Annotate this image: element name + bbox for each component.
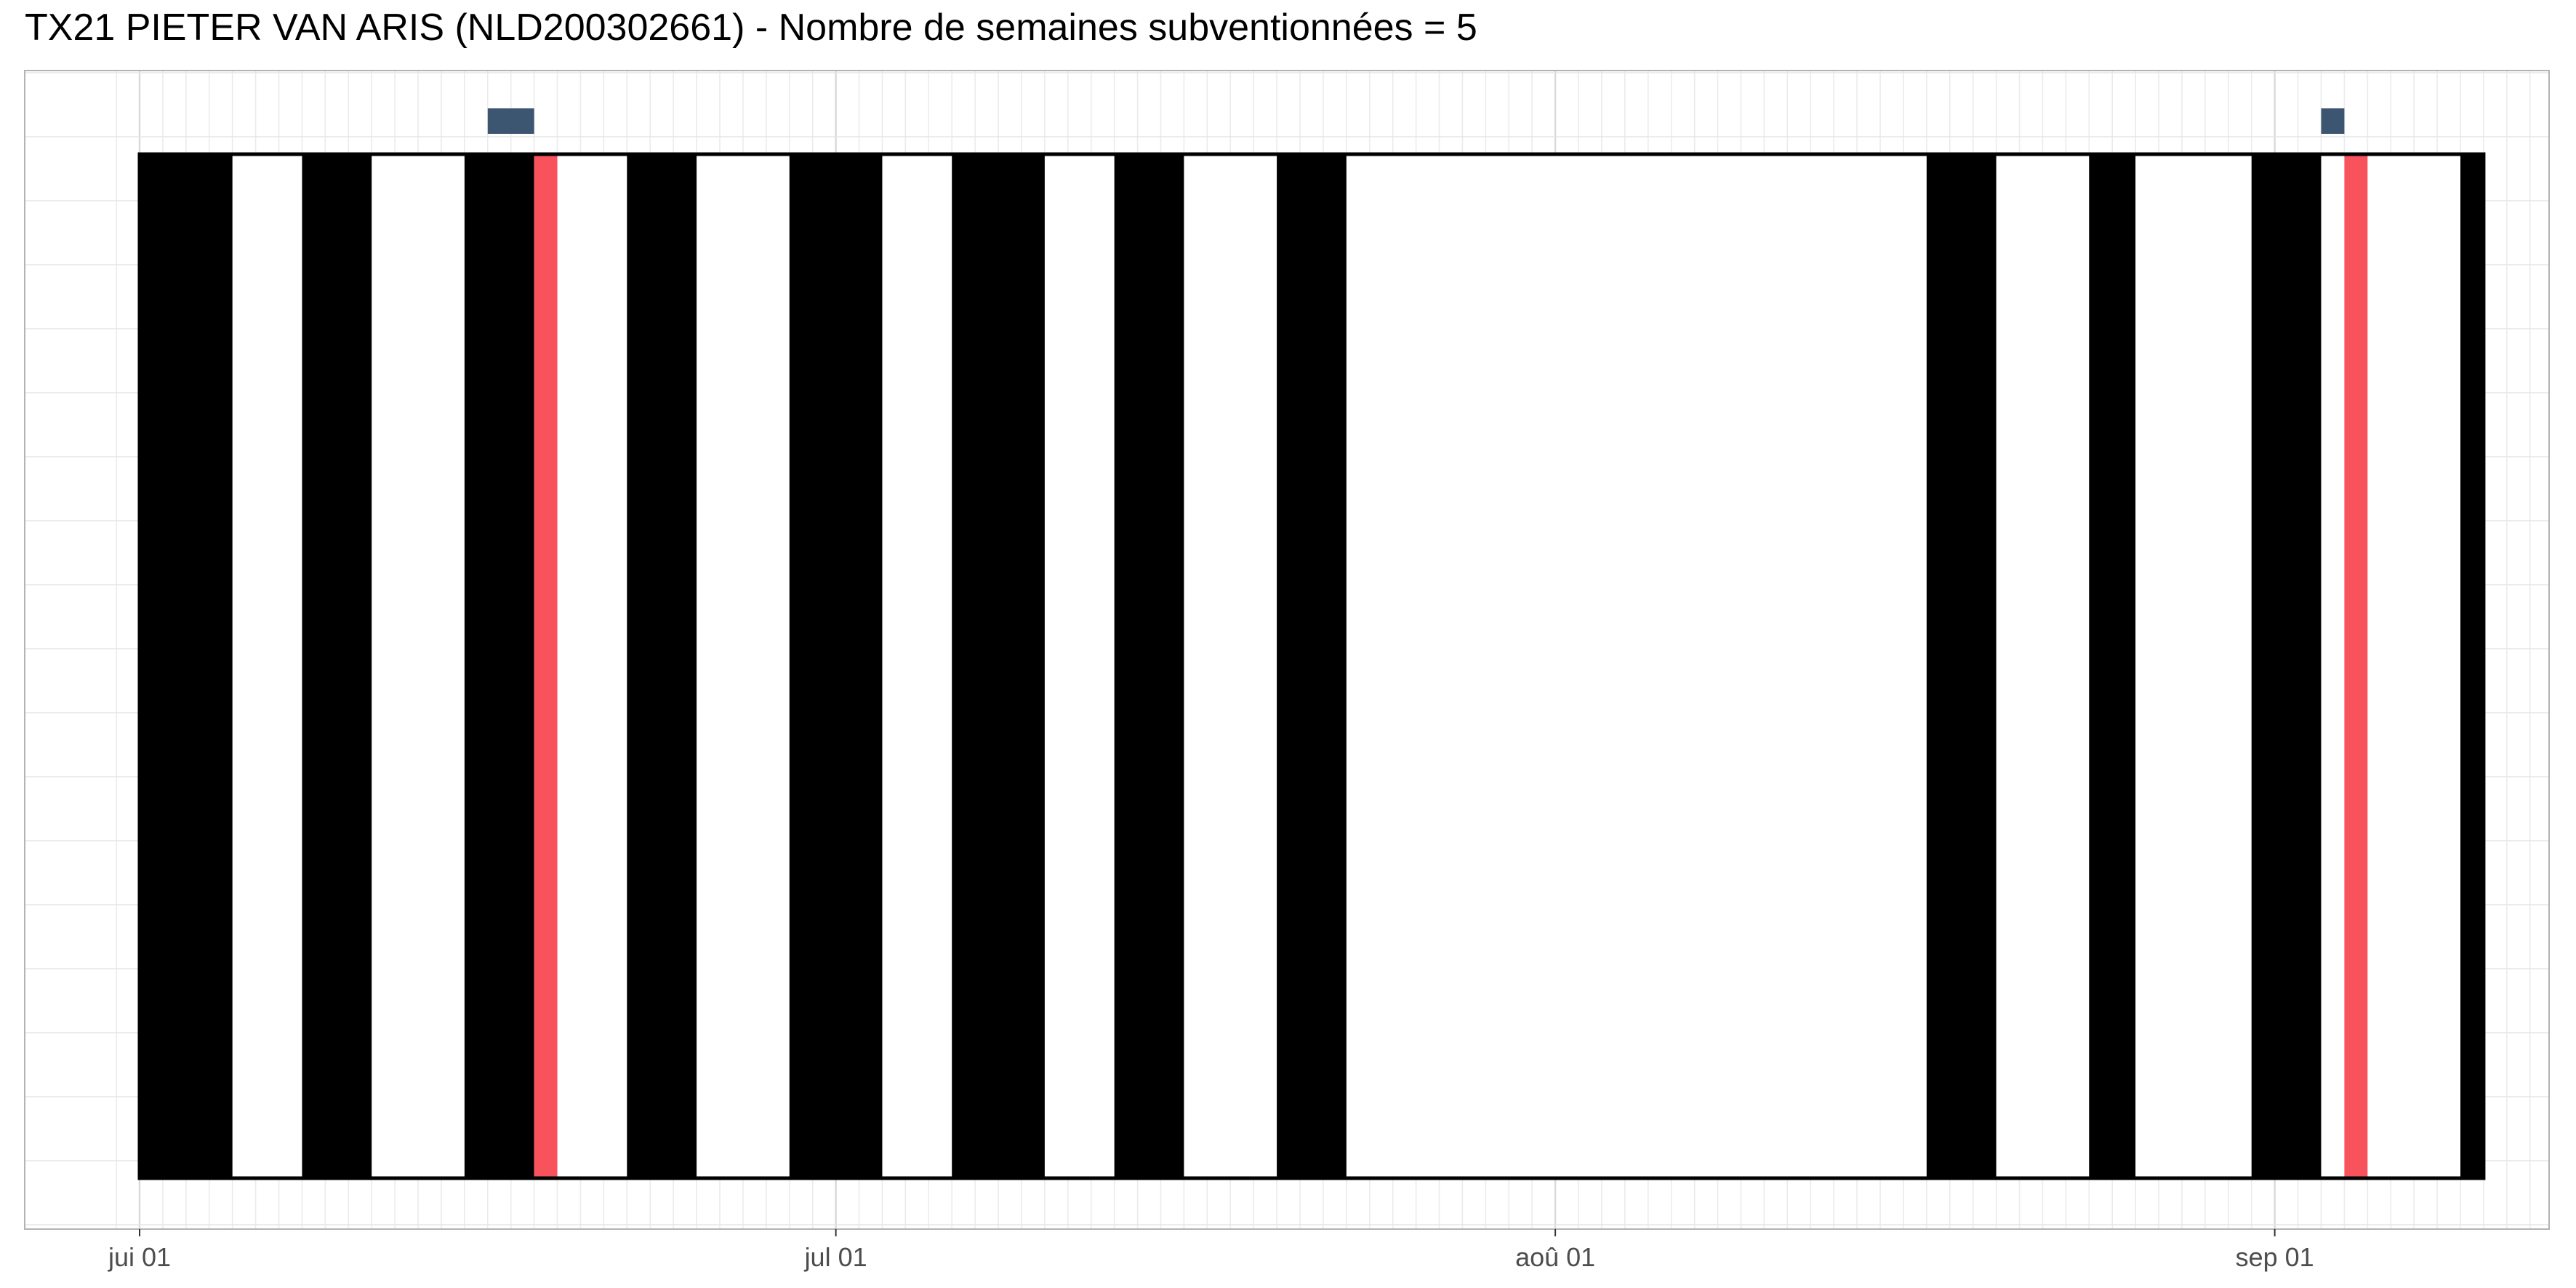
- x-tick-label: jui 01: [108, 1242, 171, 1272]
- marker: [2321, 108, 2345, 134]
- period-bar: [140, 154, 233, 1178]
- period-bar: [2251, 154, 2322, 1178]
- period-bar: [2344, 154, 2368, 1178]
- marker-layer: [487, 108, 2345, 134]
- period-bar: [2460, 154, 2484, 1178]
- period-bar: [302, 154, 372, 1178]
- period-bar: [1277, 154, 1347, 1178]
- period-bar: [1114, 154, 1184, 1178]
- period-bar: [2089, 154, 2136, 1178]
- x-tick-label: aoû 01: [1515, 1242, 1595, 1272]
- period-bar: [534, 154, 558, 1178]
- period-bar: [464, 154, 534, 1178]
- marker: [487, 108, 534, 134]
- x-tick-label: jul 01: [804, 1242, 867, 1272]
- x-axis: jui 01 jul 01 aoû 01 sep 01: [108, 1229, 2314, 1272]
- period-bar: [627, 154, 697, 1178]
- x-tick-label: sep 01: [2236, 1242, 2314, 1272]
- period-layer: [140, 154, 2484, 1178]
- period-bar: [952, 154, 1045, 1178]
- period-bar: [1926, 154, 1997, 1178]
- background-band-border: [137, 152, 2486, 1180]
- frame-layer: [24, 70, 2550, 1230]
- period-bar: [789, 154, 883, 1178]
- chart-title: TX21 PIETER VAN ARIS (NLD200302661) - No…: [25, 7, 1477, 49]
- panel-border: [24, 70, 2550, 1230]
